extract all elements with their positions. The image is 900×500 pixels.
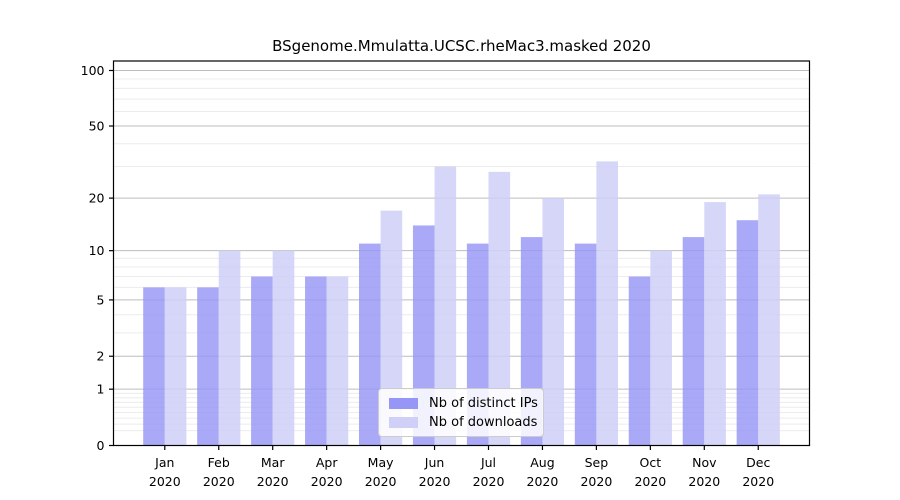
x-tick-label-year: 2020 bbox=[527, 474, 559, 489]
y-tick-label: 50 bbox=[89, 119, 105, 134]
x-tick-label-year: 2020 bbox=[203, 474, 235, 489]
bar-nb-of-distinct-ips-dec bbox=[736, 220, 759, 446]
x-tick-label-month: Mar bbox=[261, 455, 285, 470]
bar-nb-of-distinct-ips-oct bbox=[628, 276, 651, 446]
y-tick-label: 20 bbox=[89, 191, 105, 206]
plot-frame bbox=[112, 60, 811, 447]
downloads-swatch bbox=[389, 416, 418, 428]
bar-nb-of-downloads-jan bbox=[164, 287, 187, 446]
chart-title: BSgenome.Mmulatta.UCSC.rheMac3.masked 20… bbox=[272, 37, 651, 55]
x-tick-label-year: 2020 bbox=[311, 474, 343, 489]
x-tick-label-year: 2020 bbox=[149, 474, 181, 489]
x-tick-label-month: Jun bbox=[424, 455, 445, 470]
x-tick-label-month: Sep bbox=[585, 455, 609, 470]
x-tick-label-year: 2020 bbox=[688, 474, 720, 489]
legend-item-downloads: Nb of downloads bbox=[389, 414, 538, 430]
bar-nb-of-distinct-ips-nov bbox=[682, 237, 705, 446]
y-tick-label: 5 bbox=[97, 292, 105, 307]
x-tick-label-month: Jul bbox=[480, 455, 496, 470]
legend: Nb of distinct IPs Nb of downloads bbox=[378, 388, 544, 437]
bar-nb-of-distinct-ips-may bbox=[359, 243, 381, 446]
x-tick-label-month: Aug bbox=[530, 455, 554, 470]
bar-nb-of-downloads-dec bbox=[758, 194, 780, 446]
y-tick-label: 100 bbox=[81, 63, 105, 78]
bar-nb-of-downloads-apr bbox=[326, 276, 349, 446]
y-tick-label: 1 bbox=[97, 382, 105, 397]
bar-nb-of-downloads-sep bbox=[596, 161, 618, 446]
bars bbox=[143, 161, 780, 446]
x-tick-label-year: 2020 bbox=[473, 474, 505, 489]
legend-label-distinct-ips: Nb of distinct IPs bbox=[429, 395, 538, 411]
bar-nb-of-downloads-feb bbox=[218, 250, 241, 446]
x-tick-label-year: 2020 bbox=[365, 474, 397, 489]
bar-nb-of-distinct-ips-feb bbox=[197, 287, 219, 446]
bar-nb-of-downloads-jul bbox=[488, 171, 511, 446]
bar-nb-of-downloads-oct bbox=[650, 250, 672, 446]
legend-label-downloads: Nb of downloads bbox=[429, 414, 538, 430]
distinct-ips-swatch bbox=[389, 397, 418, 409]
x-tick-label-month: Jan bbox=[154, 455, 174, 470]
y-tick-label: 0 bbox=[97, 438, 105, 453]
bar-nb-of-distinct-ips-apr bbox=[305, 276, 327, 446]
bar-nb-of-downloads-mar bbox=[272, 250, 295, 446]
x-tick-label-year: 2020 bbox=[634, 474, 666, 489]
x-tick-label-year: 2020 bbox=[257, 474, 289, 489]
x-tick-label-year: 2020 bbox=[580, 474, 612, 489]
bar-nb-of-downloads-nov bbox=[704, 202, 726, 446]
axes: 0 1 2 5 10 20 50 100 Jan 2020 Feb 2020 Mar 2020 Apr 202… bbox=[81, 60, 811, 489]
bar-nb-of-distinct-ips-sep bbox=[574, 243, 597, 446]
x-tick-label-year: 2020 bbox=[419, 474, 451, 489]
x-tick-label-month: Oct bbox=[640, 455, 662, 470]
bar-nb-of-downloads-may bbox=[380, 210, 403, 446]
y-tick-label: 2 bbox=[97, 349, 105, 364]
legend-item-distinct-ips: Nb of distinct IPs bbox=[389, 395, 538, 411]
x-tick-label-month: Dec bbox=[746, 455, 770, 470]
x-tick-label-month: May bbox=[368, 455, 394, 470]
x-tick-label-month: Nov bbox=[692, 455, 717, 470]
bar-nb-of-distinct-ips-mar bbox=[251, 276, 273, 446]
bar-nb-of-distinct-ips-jan bbox=[143, 287, 165, 446]
y-tick-label: 10 bbox=[89, 243, 105, 258]
x-tick-label-month: Apr bbox=[316, 455, 338, 470]
x-tick-label-month: Feb bbox=[208, 455, 230, 470]
bar-nb-of-downloads-aug bbox=[542, 198, 565, 446]
bar-nb-of-downloads-jun bbox=[434, 166, 457, 446]
x-tick-label-year: 2020 bbox=[742, 474, 774, 489]
